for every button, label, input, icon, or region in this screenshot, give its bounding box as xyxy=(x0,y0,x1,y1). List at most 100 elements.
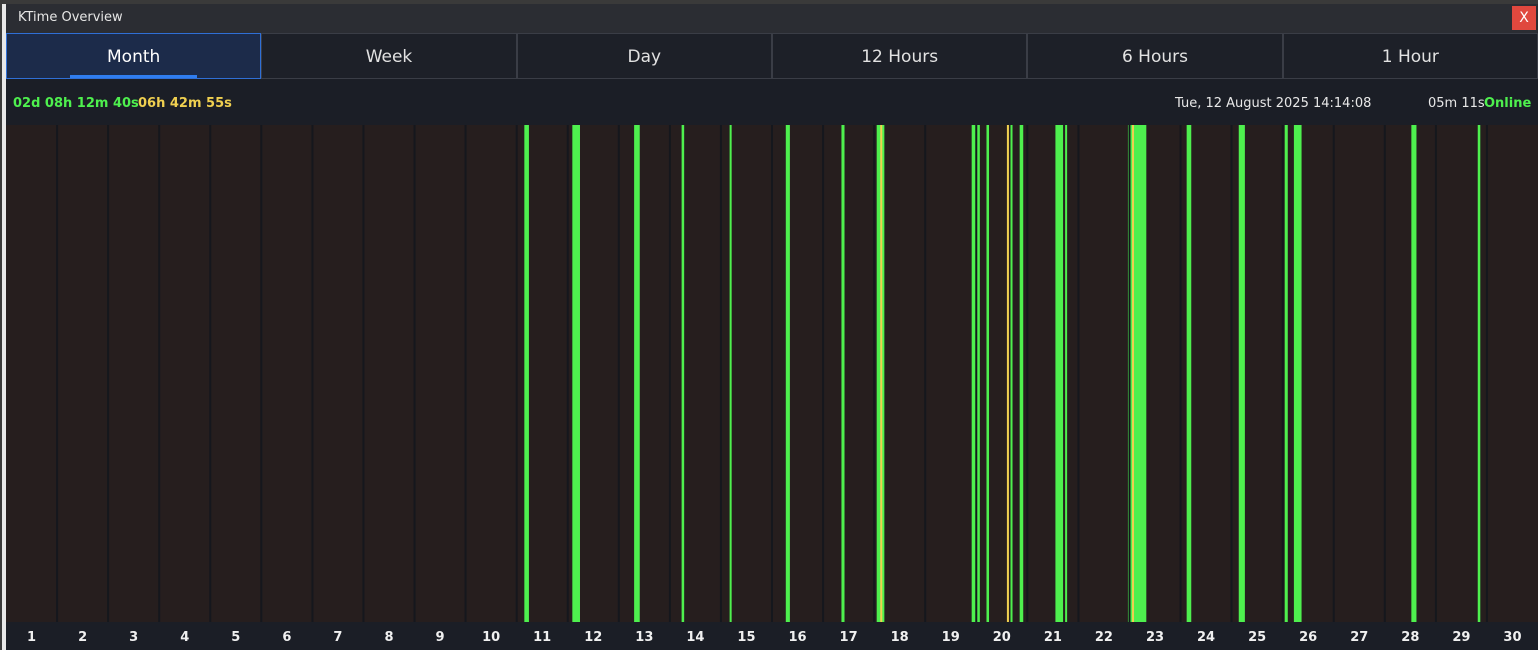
day-divider xyxy=(1077,125,1080,622)
day-tick-label: 2 xyxy=(78,630,87,645)
day-divider xyxy=(617,125,620,622)
day-divider xyxy=(822,125,825,622)
activity-segment-idle xyxy=(1006,125,1009,622)
day-divider xyxy=(975,125,978,622)
range-tabs: Month Week Day 12 Hours 6 Hours 1 Hour xyxy=(6,33,1538,81)
day-divider xyxy=(1179,125,1182,622)
activity-segment-online xyxy=(634,125,640,622)
activity-segment-online xyxy=(1477,125,1481,622)
day-divider xyxy=(719,125,722,622)
activity-segment-online xyxy=(1019,125,1024,622)
tab-label: Month xyxy=(107,47,161,67)
day-tick-label: 16 xyxy=(788,630,806,645)
activity-segment-online xyxy=(572,125,580,622)
day-tick-label: 3 xyxy=(129,630,138,645)
day-tick-label: 14 xyxy=(686,630,704,645)
day-divider xyxy=(668,125,671,622)
day-divider xyxy=(311,125,314,622)
x-axis-background xyxy=(6,622,1538,650)
day-tick-label: 4 xyxy=(180,630,189,645)
day-tick-label: 23 xyxy=(1146,630,1164,645)
day-divider xyxy=(260,125,263,622)
day-divider xyxy=(1383,125,1386,622)
close-button[interactable]: X xyxy=(1512,6,1536,30)
activity-segment-online xyxy=(681,125,685,622)
day-divider xyxy=(1128,125,1131,622)
day-divider xyxy=(1230,125,1233,622)
tab-month[interactable]: Month xyxy=(6,33,262,79)
day-divider xyxy=(1332,125,1335,622)
tab-week[interactable]: Week xyxy=(261,33,517,79)
day-tick-label: 18 xyxy=(891,630,909,645)
day-divider xyxy=(158,125,161,622)
tab-day[interactable]: Day xyxy=(516,33,772,79)
day-divider xyxy=(1026,125,1029,622)
tab-1-hour[interactable]: 1 Hour xyxy=(1282,33,1538,79)
day-divider xyxy=(515,125,518,622)
day-divider xyxy=(924,125,927,622)
day-tick-label: 20 xyxy=(993,630,1011,645)
day-tick-label: 25 xyxy=(1248,630,1266,645)
day-tick-label: 17 xyxy=(840,630,858,645)
day-divider xyxy=(56,125,59,622)
tab-label: 6 Hours xyxy=(1121,47,1188,67)
tab-label: Week xyxy=(365,47,413,67)
day-tick-label: 9 xyxy=(436,630,445,645)
day-divider xyxy=(413,125,416,622)
current-datetime: Tue, 12 August 2025 14:14:08 xyxy=(1175,96,1372,111)
day-tick-label: 11 xyxy=(533,630,551,645)
activity-segment-online xyxy=(1186,125,1192,622)
day-divider xyxy=(362,125,365,622)
online-total: 02d 08h 12m 40s xyxy=(13,96,139,111)
online-status: Online xyxy=(1484,96,1532,111)
day-divider xyxy=(209,125,212,622)
day-tick-label: 28 xyxy=(1401,630,1419,645)
day-divider xyxy=(873,125,876,622)
tab-label: 12 Hours xyxy=(861,47,939,67)
day-tick-label: 5 xyxy=(231,630,240,645)
activity-segment-online xyxy=(1284,125,1288,622)
day-tick-label: 8 xyxy=(384,630,393,645)
day-tick-label: 22 xyxy=(1095,630,1113,645)
tab-6-hours[interactable]: 6 Hours xyxy=(1027,33,1283,79)
day-divider xyxy=(1434,125,1437,622)
session-duration: 05m 11s xyxy=(1428,96,1485,111)
activity-segment-online xyxy=(1010,125,1013,622)
activity-segment-online xyxy=(785,125,790,622)
day-tick-label: 26 xyxy=(1299,630,1317,645)
activity-segment-idle xyxy=(1132,125,1135,622)
activity-segment-online xyxy=(841,125,845,622)
day-tick-label: 24 xyxy=(1197,630,1215,645)
day-divider xyxy=(1281,125,1284,622)
activity-segment-online xyxy=(729,125,732,622)
day-tick-label: 12 xyxy=(584,630,602,645)
day-tick-label: 10 xyxy=(482,630,500,645)
activity-segment-online xyxy=(1411,125,1417,622)
day-tick-label: 15 xyxy=(737,630,755,645)
title-bar[interactable]: KTime Overview X xyxy=(6,4,1538,33)
idle-total: 06h 42m 55s xyxy=(138,96,232,111)
day-divider xyxy=(1485,125,1488,622)
day-tick-label: 30 xyxy=(1503,630,1521,645)
status-bar: 02d 08h 12m 40s 06h 42m 55s Tue, 12 Augu… xyxy=(6,81,1538,125)
activity-segment-online xyxy=(524,125,529,622)
day-tick-label: 6 xyxy=(282,630,291,645)
day-divider xyxy=(771,125,773,622)
activity-segment-idle xyxy=(880,125,883,622)
day-tick-label: 29 xyxy=(1452,630,1470,645)
day-tick-label: 27 xyxy=(1350,630,1368,645)
activity-segment-online xyxy=(1127,125,1147,622)
activity-segment-online xyxy=(1055,125,1064,622)
day-tick-label: 7 xyxy=(333,630,342,645)
tab-label: Day xyxy=(627,47,662,67)
ktime-window: KTime Overview X Month Week Day 12 Hours… xyxy=(2,4,1538,650)
activity-segment-online xyxy=(1293,125,1302,622)
day-tick-label: 19 xyxy=(942,630,960,645)
tab-label: 1 Hour xyxy=(1381,47,1439,67)
day-divider xyxy=(107,125,110,622)
day-tick-label: 1 xyxy=(27,630,36,645)
tab-12-hours[interactable]: 12 Hours xyxy=(771,33,1028,79)
active-tab-indicator xyxy=(70,75,197,78)
day-divider xyxy=(566,125,569,622)
day-divider xyxy=(464,125,467,622)
